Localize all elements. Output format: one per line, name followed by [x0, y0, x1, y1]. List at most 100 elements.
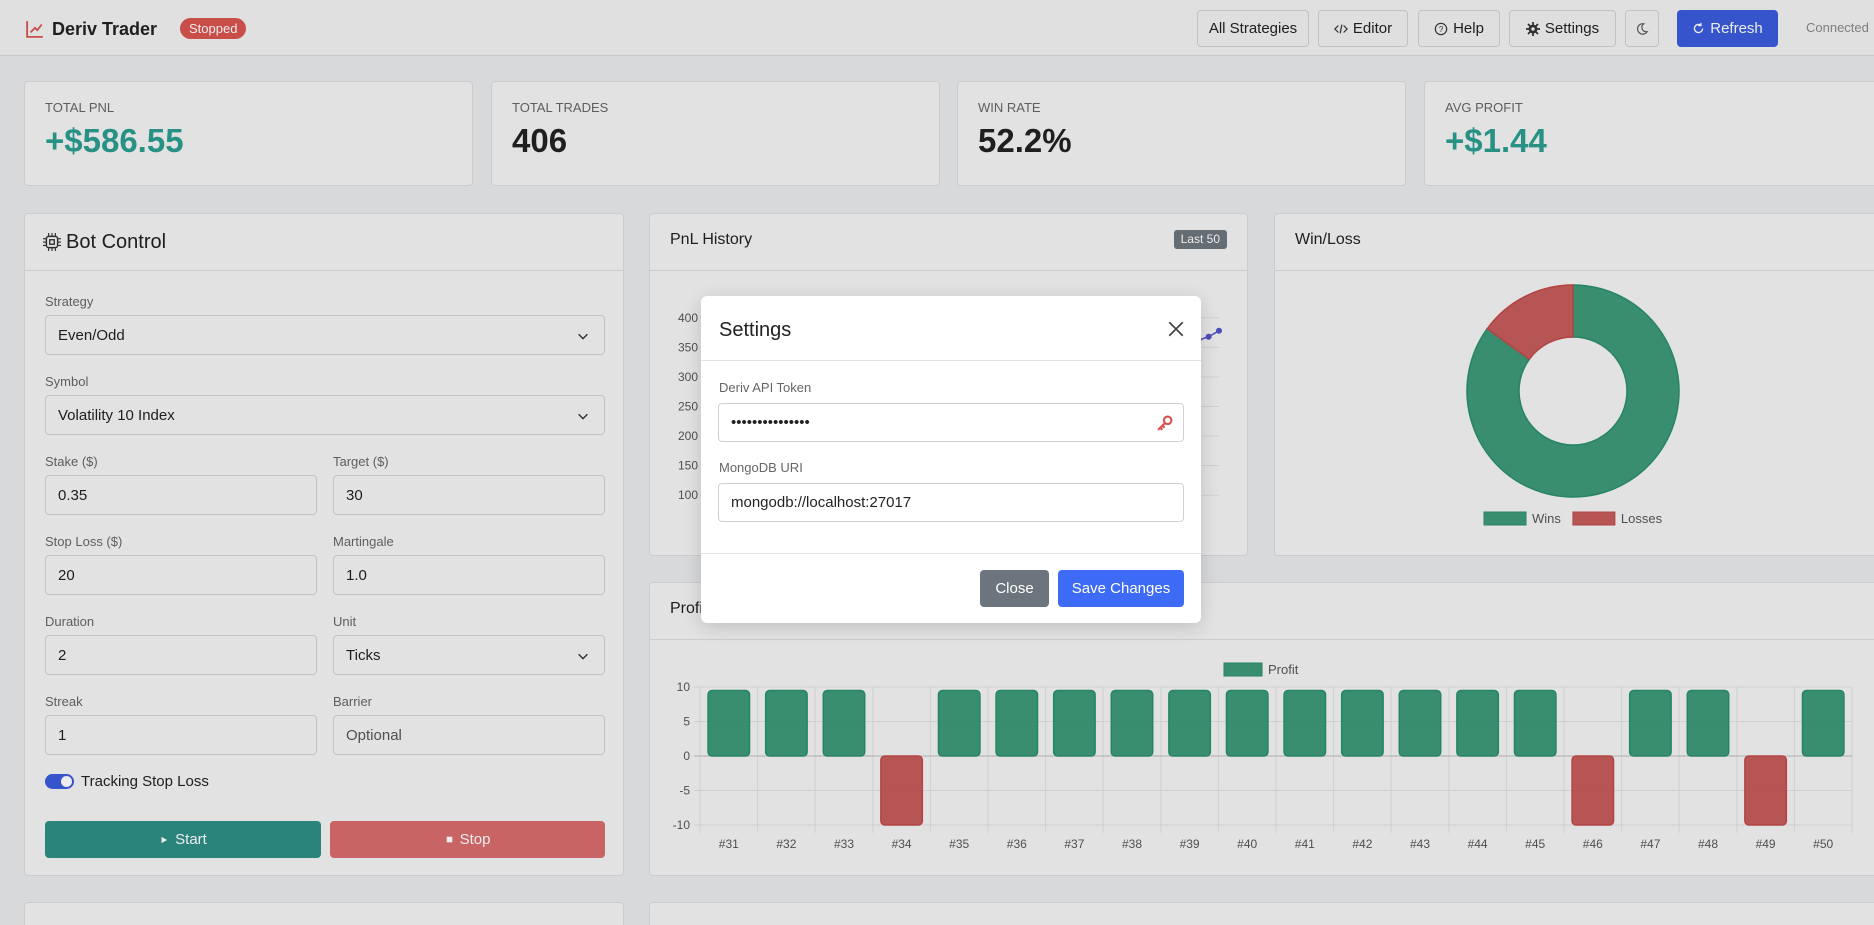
select[interactable]: Volatility 10 Index — [45, 395, 605, 435]
y-tick-label: 300 — [678, 370, 698, 384]
stop-label: Stop — [459, 831, 491, 848]
field-label: Symbol — [45, 374, 89, 389]
legend-swatch — [1223, 662, 1263, 677]
input[interactable]: mongodb://localhost:27017 — [718, 483, 1184, 522]
stat-card: AVG PROFIT +$1.44 — [1424, 81, 1874, 186]
legend-label: Losses — [1621, 511, 1663, 526]
refresh-icon — [1694, 22, 1704, 34]
nav-icon: ? — [1434, 22, 1448, 35]
x-tick-label: #35 — [949, 837, 969, 851]
x-tick-label: #47 — [1640, 837, 1660, 851]
card-title: Profit — [670, 600, 708, 617]
start-label: Start — [175, 831, 207, 848]
stat-value: +$1.44 — [1445, 122, 1547, 159]
x-tick-label: #37 — [1064, 837, 1084, 851]
bottom-card — [649, 902, 1874, 925]
input[interactable]: 1 — [45, 715, 317, 755]
nav-button[interactable]: Editor — [1318, 10, 1408, 47]
field-label: Unit — [333, 614, 357, 629]
profit-bar — [1283, 689, 1327, 757]
donut-slice — [1466, 284, 1680, 498]
y-tick-label: 5 — [683, 715, 690, 729]
profit-bar — [1744, 755, 1788, 826]
stat-label: AVG PROFIT — [1445, 100, 1523, 115]
toggle-label: Tracking Stop Loss — [81, 773, 209, 790]
field-label: Deriv API Token — [719, 380, 812, 395]
nav-label: All Strategies — [1208, 20, 1298, 37]
profit-bar — [707, 689, 751, 757]
profit-bar — [1513, 689, 1557, 757]
pnl-point — [1216, 327, 1222, 334]
pnl-point — [1205, 333, 1212, 340]
profit-bar — [1168, 689, 1212, 757]
x-tick-label: #44 — [1468, 837, 1488, 851]
chevron — [578, 333, 588, 340]
nav-label: Help — [1453, 20, 1484, 37]
modal-title: Settings — [719, 319, 792, 341]
nav-button[interactable]: All Strategies — [1197, 10, 1309, 47]
toggle-knob — [61, 776, 72, 787]
start-button[interactable]: Start — [45, 821, 321, 858]
x-tick-label: #32 — [776, 837, 796, 851]
x-tick-label: #41 — [1295, 837, 1315, 851]
stat-card: WIN RATE 52.2% — [957, 81, 1406, 186]
y-tick-label: 0 — [683, 749, 690, 763]
toggle-switch[interactable] — [45, 774, 74, 789]
field-label: Barrier — [333, 694, 373, 709]
card-title: PnL History — [670, 231, 753, 248]
moon-icon — [1636, 22, 1649, 35]
legend-swatch — [1483, 511, 1527, 526]
modal-close[interactable] — [1167, 320, 1185, 338]
y-tick-label: -10 — [673, 818, 691, 832]
theme-toggle[interactable] — [1625, 10, 1659, 47]
select[interactable]: Ticks — [333, 635, 605, 675]
stop-icon — [446, 836, 452, 843]
y-tick-label: -5 — [679, 784, 690, 798]
logo-icon — [26, 21, 43, 38]
profit-bar — [1398, 689, 1442, 757]
field-label: Strategy — [45, 294, 94, 309]
input[interactable]: 20 — [45, 555, 317, 595]
close-icon — [1168, 321, 1184, 337]
input[interactable]: 2 — [45, 635, 317, 675]
stop-button[interactable]: Stop — [330, 821, 605, 858]
nav-button[interactable]: ? Help — [1418, 10, 1500, 47]
nav-button[interactable]: Settings — [1509, 10, 1616, 47]
y-tick-label: 100 — [678, 488, 698, 502]
close-button[interactable]: Close — [980, 570, 1049, 607]
refresh-button[interactable]: Refresh — [1677, 10, 1778, 47]
field-label: Target ($) — [333, 454, 389, 469]
input[interactable]: 1.0 — [333, 555, 605, 595]
header: Deriv Trader Stopped All Strategies Editor?… — [0, 0, 1874, 56]
x-tick-label: #31 — [719, 837, 739, 851]
modal-divider — [701, 360, 1201, 361]
card-header-divider — [650, 639, 1874, 640]
stat-card: TOTAL PNL +$586.55 — [24, 81, 473, 186]
nav-icon — [1333, 24, 1348, 33]
select[interactable]: Even/Odd — [45, 315, 605, 355]
save-label: Save Changes — [1071, 580, 1171, 597]
input[interactable]: Optional — [333, 715, 605, 755]
card-header-divider — [1275, 270, 1874, 271]
legend-swatch — [1572, 511, 1616, 526]
status-badge: Stopped — [180, 18, 247, 39]
key-icon — [1157, 415, 1173, 431]
stat-label: WIN RATE — [978, 100, 1041, 115]
input[interactable]: 0.35 — [45, 475, 317, 515]
profit-bar — [1052, 689, 1096, 757]
nav-icon — [1525, 21, 1540, 36]
input[interactable]: ••••••••••••••• — [718, 403, 1184, 442]
range-badge: Last 50 — [1173, 230, 1227, 249]
field-label: Stop Loss ($) — [45, 534, 123, 549]
win-loss-card: Win/Loss — [1274, 213, 1874, 556]
input[interactable]: 30 — [333, 475, 605, 515]
profit-bar — [880, 755, 924, 826]
profit-bar — [995, 689, 1039, 757]
field-label: Stake ($) — [45, 454, 98, 469]
nav-label: Editor — [1352, 20, 1393, 37]
card-header-divider — [25, 270, 623, 271]
x-tick-label: #43 — [1410, 837, 1430, 851]
y-tick-label: 200 — [678, 429, 698, 443]
save-button[interactable]: Save Changes — [1058, 570, 1184, 607]
svg-text:?: ? — [1439, 25, 1444, 34]
